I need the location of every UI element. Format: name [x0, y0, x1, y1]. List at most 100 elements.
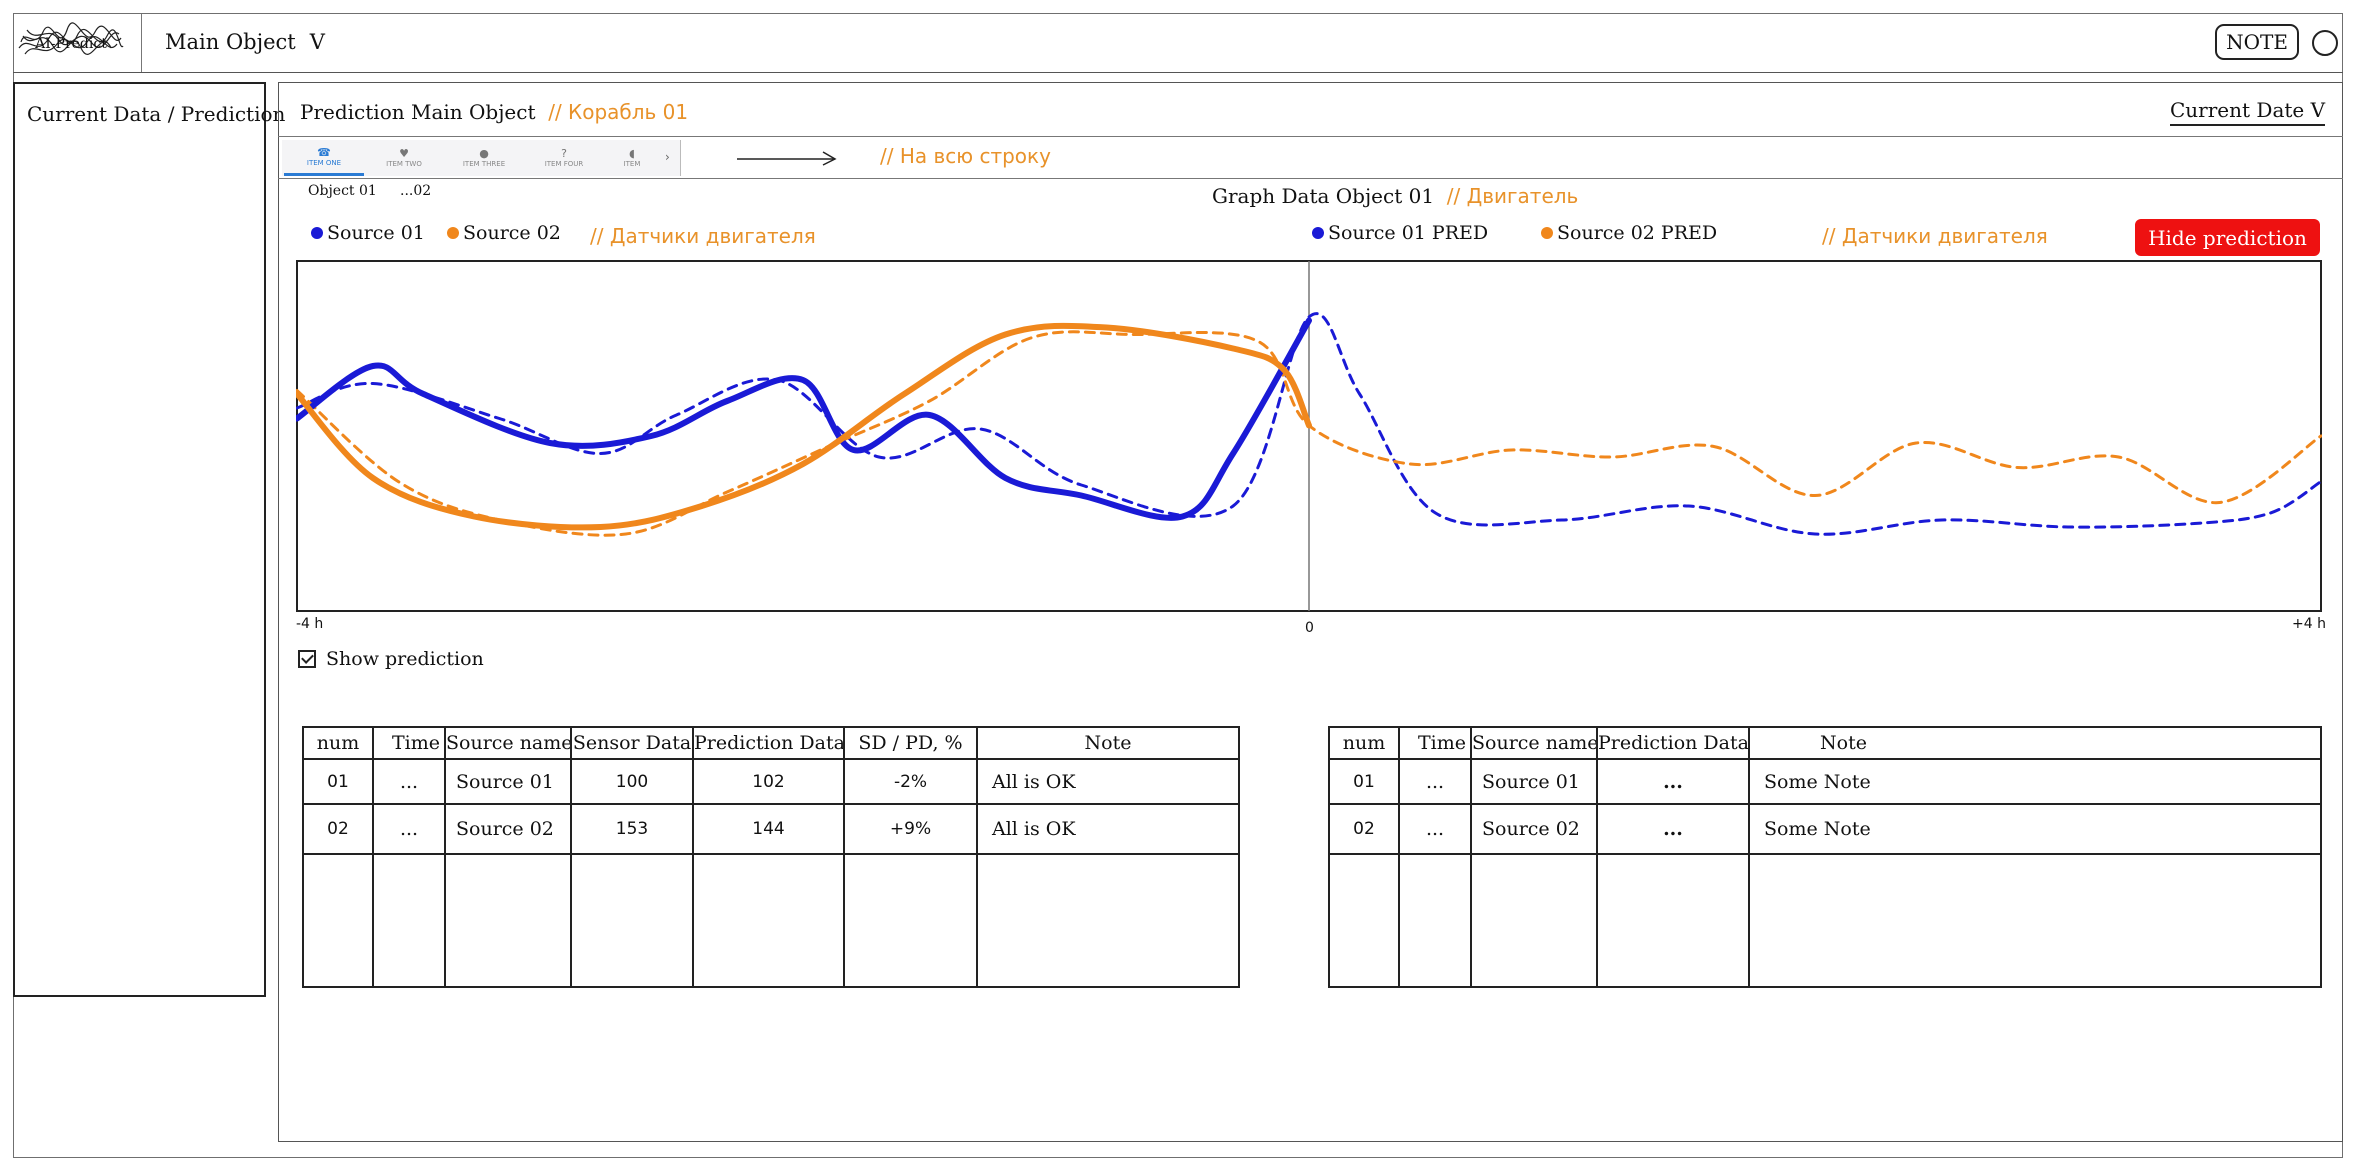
logo-scribble-icon: AI-Predict — [18, 22, 124, 55]
checkbox-checked-icon[interactable] — [298, 650, 316, 668]
legend-comment-left: // Датчики двигателя — [590, 224, 816, 248]
tab-label: ITEM FOUR — [544, 160, 584, 168]
tab-item-two[interactable]: ♥ ITEM TWO — [364, 140, 444, 176]
column-header: Sensor Data — [570, 726, 694, 760]
chevron-down-icon: V — [2310, 98, 2326, 122]
tab-label: ITEM THREE — [462, 160, 506, 168]
x-tick-label: 0 — [1305, 620, 1314, 636]
column-header: Source name — [444, 726, 572, 760]
cell-num: 02 — [302, 803, 374, 855]
sidebar-item-current-data[interactable]: Current Data / Prediction — [27, 102, 286, 126]
series-line-source-02 — [296, 322, 1312, 531]
column-header: Source name — [1470, 726, 1598, 760]
person-icon: ● — [479, 147, 489, 160]
empty-cell — [570, 853, 694, 988]
column-header: Prediction Data — [692, 726, 845, 760]
object-tab-02[interactable]: ...02 — [400, 183, 432, 199]
cell-prediction: 144 — [692, 803, 845, 855]
current-date-dropdown[interactable]: Current Date V — [2170, 98, 2326, 126]
chevron-right-icon[interactable]: › — [665, 150, 670, 164]
graph-title-comment: // Двигатель — [1446, 184, 1579, 208]
cell-ratio: -2% — [843, 758, 978, 805]
column-header: num — [1328, 726, 1400, 760]
topbar-divider — [13, 72, 2343, 73]
object-tab-01[interactable]: Object 01 — [308, 183, 377, 199]
table-row[interactable]: 01 ... Source 01 100 102 -2% All is OK — [302, 758, 1240, 805]
sidebar: Current Data / Prediction — [13, 82, 285, 997]
table-header-row: num Time Source name Prediction Data Not… — [1328, 726, 2322, 760]
tab-item-one[interactable]: ☎ ITEM ONE — [284, 140, 364, 176]
column-header: Note — [1748, 726, 2322, 760]
table-header-row: num Time Source name Sensor Data Predict… — [302, 726, 1240, 760]
tab-label: ITEM — [623, 160, 641, 168]
cell-ratio: +9% — [843, 803, 978, 855]
column-header: Note — [976, 726, 1240, 760]
chart-series-layer — [296, 312, 2322, 537]
chevron-down-icon: V — [309, 30, 325, 54]
cell-sensor: 153 — [570, 803, 694, 855]
empty-cell — [1748, 853, 2322, 988]
legend-dot-icon — [447, 227, 459, 239]
empty-cell — [372, 853, 446, 988]
main-content — [278, 82, 2343, 1142]
empty-cell — [976, 853, 1240, 988]
graph-title: Graph Data Object 01 // Двигатель — [1212, 184, 1578, 208]
legend-dot-icon — [311, 227, 323, 239]
graph-title-text: Graph Data Object 01 — [1212, 184, 1435, 208]
tabs-comment: // На всю строку — [880, 144, 1051, 168]
cell-note: Some Note — [1748, 803, 2322, 855]
x-tick-label: +4 h — [2292, 616, 2326, 632]
cell-num: 01 — [302, 758, 374, 805]
sensor-data-table: num Time Source name Sensor Data Predict… — [302, 726, 1240, 988]
table-row[interactable]: 02 ... Source 02 153 144 +9% All is OK — [302, 803, 1240, 855]
main-object-dropdown[interactable]: Main Object V — [165, 30, 325, 54]
column-header: num — [302, 726, 374, 760]
legend-label: Source 01 — [327, 222, 425, 244]
phone-icon: ☎ — [317, 145, 331, 159]
legend-dot-icon — [1541, 227, 1553, 239]
tabs-divider — [278, 178, 2343, 179]
empty-cell — [1596, 853, 1750, 988]
tab-item-five[interactable]: ◖ ITEM — [604, 140, 660, 176]
tab-label: ITEM TWO — [386, 160, 422, 168]
column-header: Prediction Data — [1596, 726, 1750, 760]
cell-prediction: ... — [1596, 803, 1750, 855]
logo-divider — [141, 14, 142, 72]
legend-source-01-pred: Source 01 PRED — [1312, 222, 1488, 244]
tab-item-three[interactable]: ● ITEM THREE — [444, 140, 524, 176]
profile-circle-icon[interactable] — [2312, 30, 2338, 56]
show-prediction-checkbox[interactable]: Show prediction — [298, 648, 484, 670]
cell-source: Source 02 — [444, 803, 572, 855]
table-row-empty — [1328, 853, 2322, 988]
empty-cell — [692, 853, 845, 988]
column-header: Time — [372, 726, 446, 760]
cell-sensor: 100 — [570, 758, 694, 805]
main-object-label: Main Object — [165, 30, 296, 54]
content-header-divider — [278, 136, 2343, 137]
table-row[interactable]: 02 ... Source 02 ... Some Note — [1328, 803, 2322, 855]
tab-item-four[interactable]: ? ITEM FOUR — [524, 140, 604, 176]
logo[interactable]: AI-Predict — [15, 20, 127, 64]
legend-source-02-pred: Source 02 PRED — [1541, 222, 1717, 244]
empty-cell — [1470, 853, 1598, 988]
cell-source: Source 02 — [1470, 803, 1598, 855]
series-line-source-01 — [296, 317, 1312, 521]
table-row[interactable]: 01 ... Source 01 ... Some Note — [1328, 758, 2322, 805]
empty-cell — [843, 853, 978, 988]
cell-prediction: ... — [1596, 758, 1750, 805]
page-title-comment: // Корабль 01 — [548, 100, 689, 124]
page-title: Prediction Main Object // Корабль 01 — [300, 100, 688, 124]
note-button[interactable]: NOTE — [2215, 24, 2299, 60]
legend-dot-icon — [1312, 227, 1324, 239]
line-chart — [296, 260, 2322, 612]
tab-label: ITEM ONE — [306, 158, 342, 167]
speaker-icon: ◖ — [629, 147, 635, 160]
heart-icon: ♥ — [399, 147, 409, 160]
empty-cell — [1328, 853, 1400, 988]
legend-label: Source 01 PRED — [1328, 222, 1489, 244]
cell-note: All is OK — [976, 758, 1240, 805]
hide-prediction-button[interactable]: Hide prediction — [2135, 219, 2320, 256]
empty-cell — [1398, 853, 1472, 988]
cell-time: ... — [372, 803, 446, 855]
legend-comment-right: // Датчики двигателя — [1822, 224, 2048, 248]
